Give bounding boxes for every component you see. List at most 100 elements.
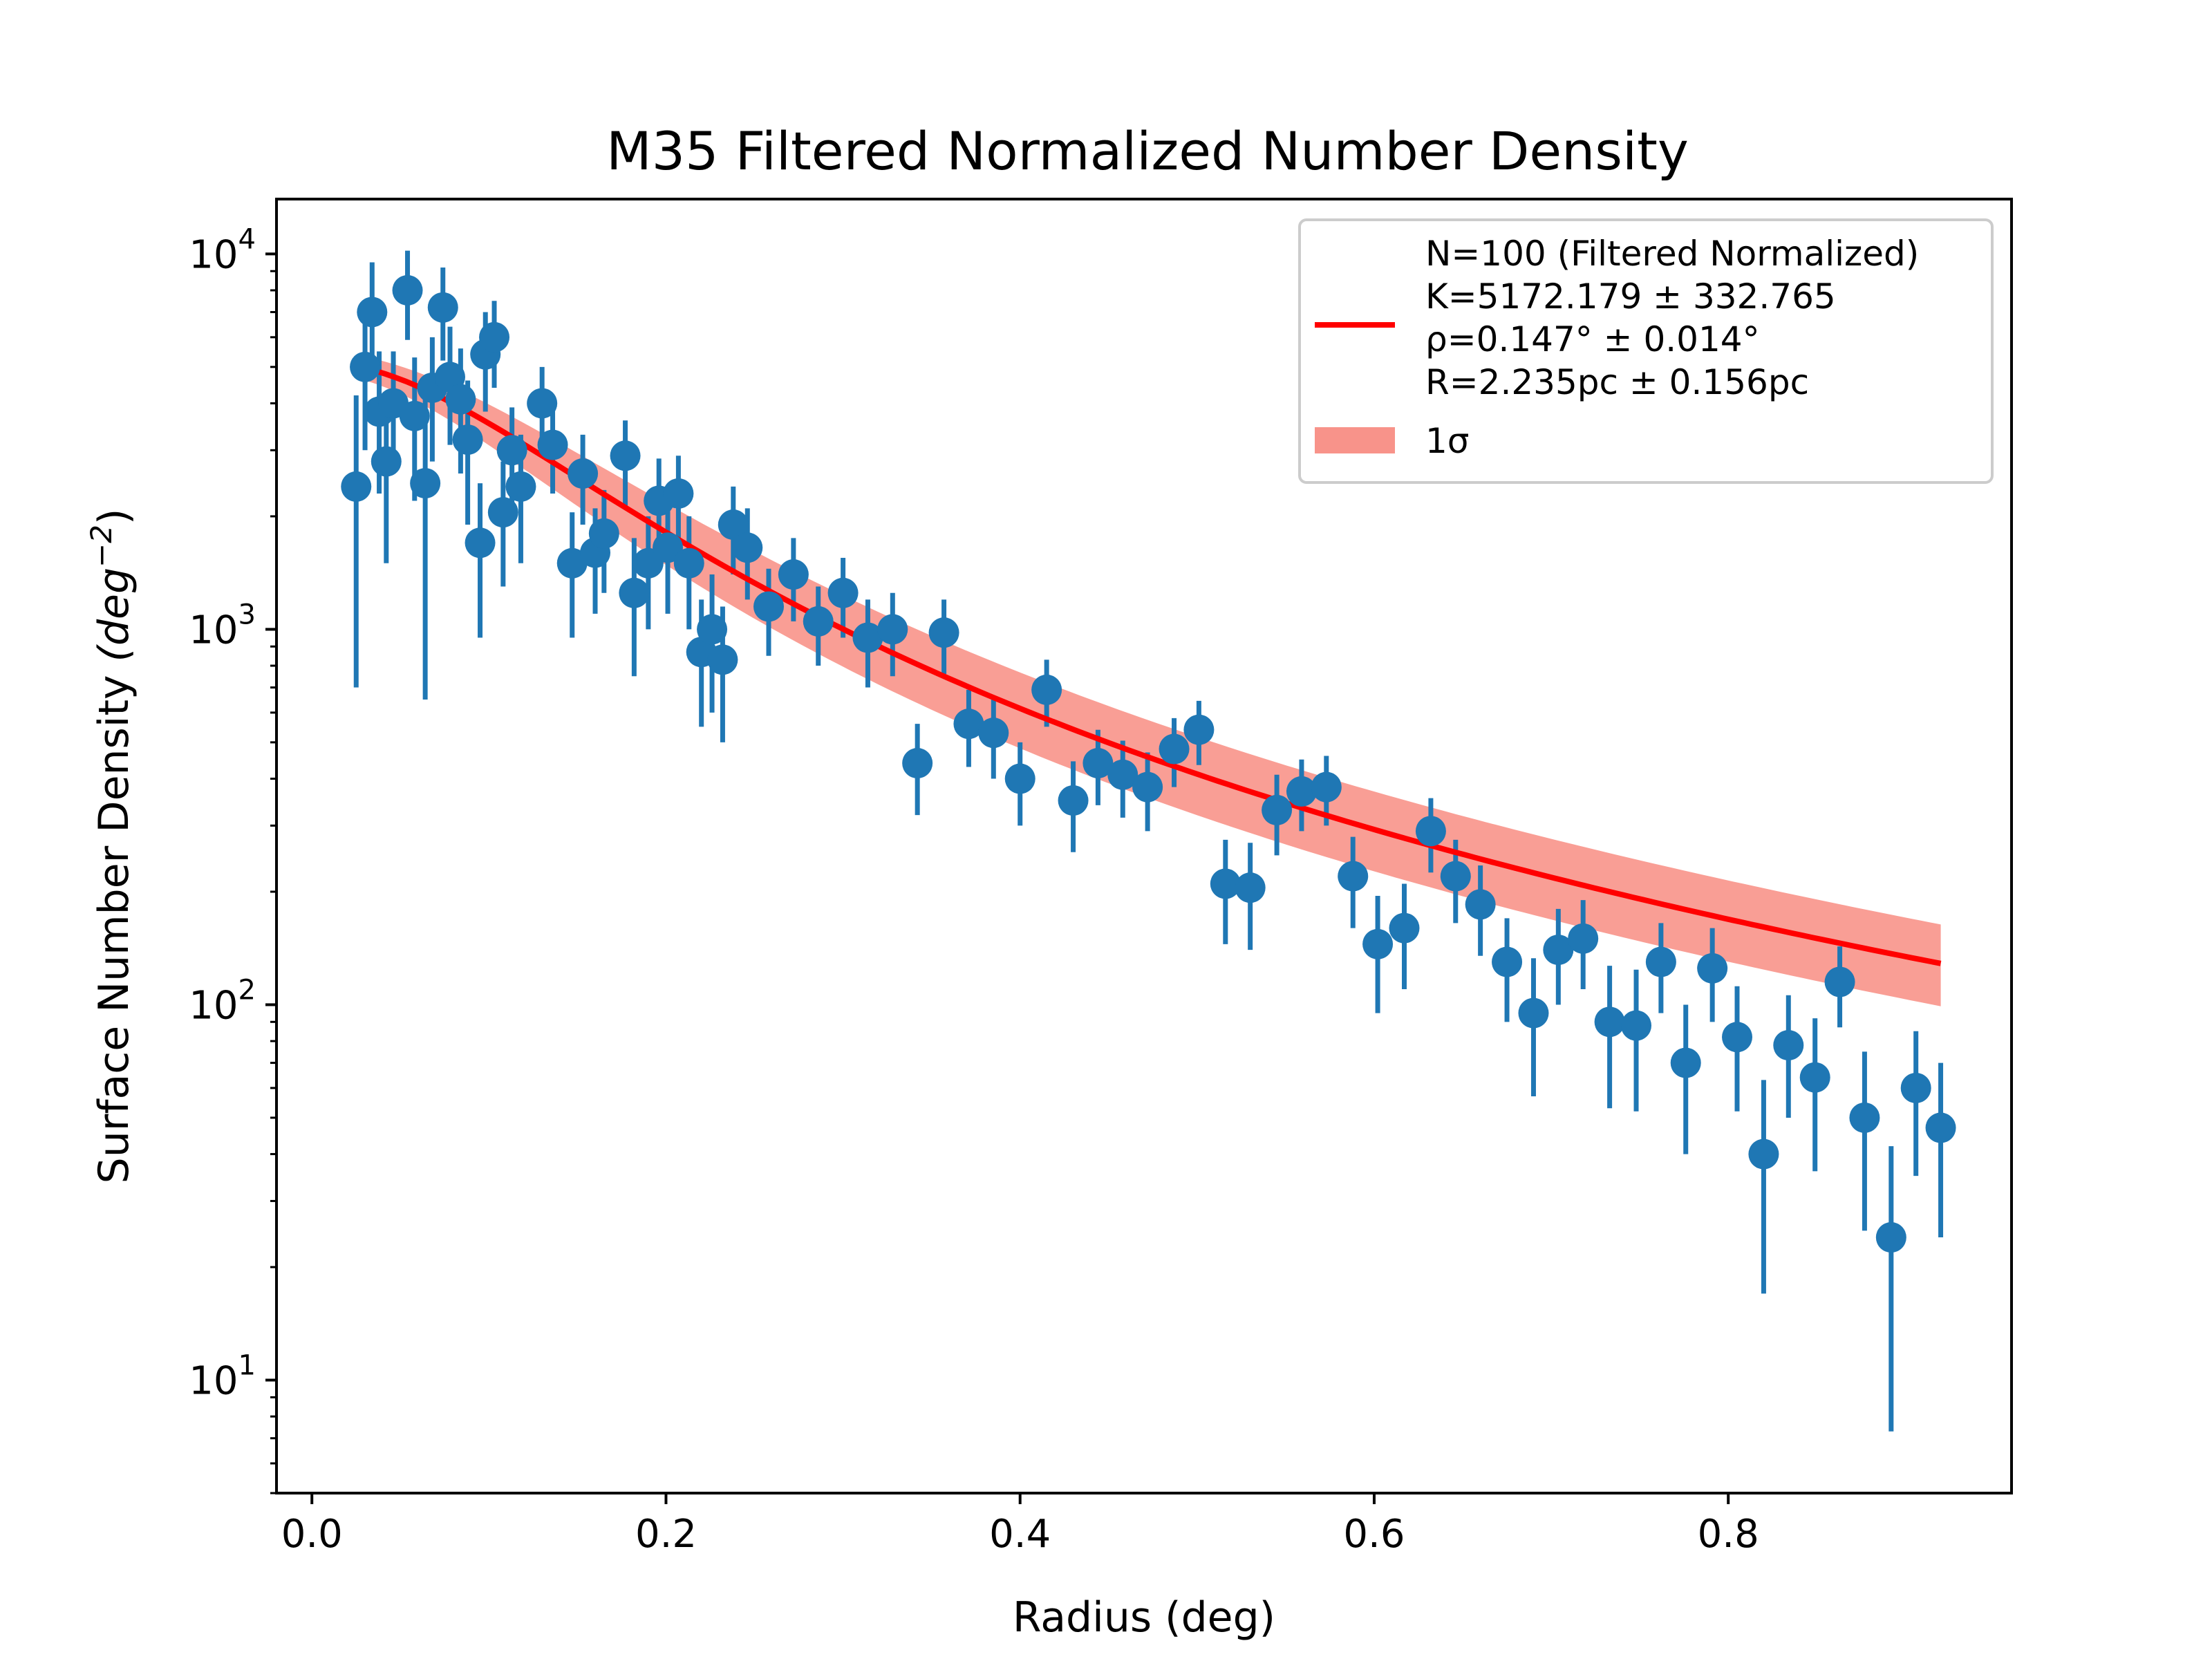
data-point: [619, 577, 650, 608]
data-point: [1440, 861, 1471, 892]
data-point: [827, 577, 859, 608]
data-point: [673, 547, 704, 579]
data-point: [902, 748, 933, 779]
data-point: [1748, 1138, 1779, 1170]
data-point: [410, 468, 441, 499]
data-point: [718, 509, 749, 541]
data-point: [1107, 759, 1138, 790]
data-point: [1183, 714, 1215, 745]
data-point: [1362, 928, 1394, 959]
fit-curve: [355, 363, 1942, 966]
data-point: [1568, 923, 1599, 954]
fit-band: [356, 355, 1941, 1006]
legend: N=100 (Filtered Normalized)K=5172.179 ± …: [1298, 218, 1994, 484]
data-point: [1518, 997, 1549, 1029]
data-points: [341, 274, 1956, 1253]
data-point: [1262, 794, 1293, 825]
legend-entry-line: N=100 (Filtered Normalized): [1425, 234, 1919, 274]
x-tick-label: 0.2: [635, 1512, 697, 1557]
data-point: [1925, 1112, 1956, 1143]
data-point: [1594, 1006, 1625, 1038]
data-point: [707, 644, 738, 675]
data-point: [1415, 816, 1446, 847]
legend-band-swatch: [1315, 427, 1395, 453]
data-point: [568, 458, 599, 489]
data-point: [610, 440, 641, 471]
data-point: [1058, 785, 1089, 816]
data-point: [527, 388, 558, 419]
data-point: [1900, 1072, 1931, 1103]
data-point: [1543, 935, 1574, 966]
data-point: [357, 297, 388, 328]
x-axis-ticks: 0.0 0.2 0.4 0.6 0.8: [281, 1493, 1759, 1557]
data-point: [663, 478, 694, 509]
data-point: [803, 606, 834, 637]
data-point: [953, 709, 984, 740]
data-point: [445, 384, 476, 415]
data-point: [1621, 1010, 1652, 1041]
data-point: [1031, 674, 1062, 705]
data-point: [496, 435, 527, 466]
data-point: [1159, 733, 1190, 765]
data-point: [479, 321, 510, 353]
y-tick-label: 102: [189, 974, 256, 1028]
data-point: [452, 424, 483, 456]
data-point: [1875, 1222, 1906, 1253]
data-point: [1722, 1022, 1753, 1053]
data-point: [1824, 966, 1855, 997]
data-point: [537, 429, 568, 460]
fit-curve-layer: [355, 363, 1942, 966]
data-point: [1773, 1030, 1804, 1061]
data-point: [1004, 763, 1035, 794]
data-point: [1311, 771, 1342, 803]
data-point: [1465, 889, 1496, 920]
data-point: [1799, 1062, 1830, 1093]
x-tick-label: 0.4: [989, 1512, 1051, 1557]
x-axis-label: Radius (deg): [1013, 1593, 1275, 1642]
fit-confidence-band: [356, 355, 1941, 1006]
data-point: [1849, 1102, 1880, 1133]
data-point: [1338, 861, 1369, 892]
data-point: [1389, 912, 1420, 944]
x-tick-label: 0.6: [1343, 1512, 1405, 1557]
data-point: [371, 446, 402, 477]
data-point: [1670, 1047, 1701, 1078]
data-point: [1286, 776, 1317, 807]
data-point: [588, 518, 619, 549]
data-point: [1492, 946, 1523, 977]
data-point: [556, 547, 588, 579]
data-point: [1082, 748, 1114, 779]
data-point: [928, 617, 959, 648]
legend-entry-band: 1σ: [1425, 421, 1470, 461]
data-point: [427, 292, 458, 323]
data-point: [653, 532, 684, 563]
data-point: [778, 559, 809, 590]
data-point: [341, 471, 372, 502]
data-point: [1210, 868, 1241, 899]
data-point: [399, 400, 430, 431]
plot-frame: [275, 198, 2013, 1494]
legend-entry-line: R=2.235pc ± 0.156pc: [1425, 362, 1809, 402]
data-point: [392, 274, 423, 306]
data-point: [978, 718, 1009, 749]
y-axis-label: Surface Number Density (deg−2): [84, 509, 139, 1184]
data-point: [1132, 771, 1163, 803]
data-point: [697, 614, 728, 645]
data-point: [350, 351, 381, 382]
legend-entry-line: K=5172.179 ± 332.765: [1425, 276, 1836, 317]
data-point: [1235, 872, 1266, 903]
data-point: [1697, 953, 1728, 984]
data-point: [732, 532, 763, 563]
data-point: [505, 471, 536, 502]
legend-entry-line: ρ=0.147° ± 0.014°: [1425, 319, 1760, 359]
data-point: [1645, 946, 1676, 977]
chart-title: M35 Filtered Normalized Number Density: [606, 120, 1689, 182]
data-point: [487, 497, 518, 528]
data-point: [852, 622, 883, 653]
x-tick-label: 0.8: [1698, 1512, 1759, 1557]
x-tick-label: 0.0: [281, 1512, 343, 1557]
data-point: [877, 614, 908, 645]
data-point: [753, 591, 785, 622]
